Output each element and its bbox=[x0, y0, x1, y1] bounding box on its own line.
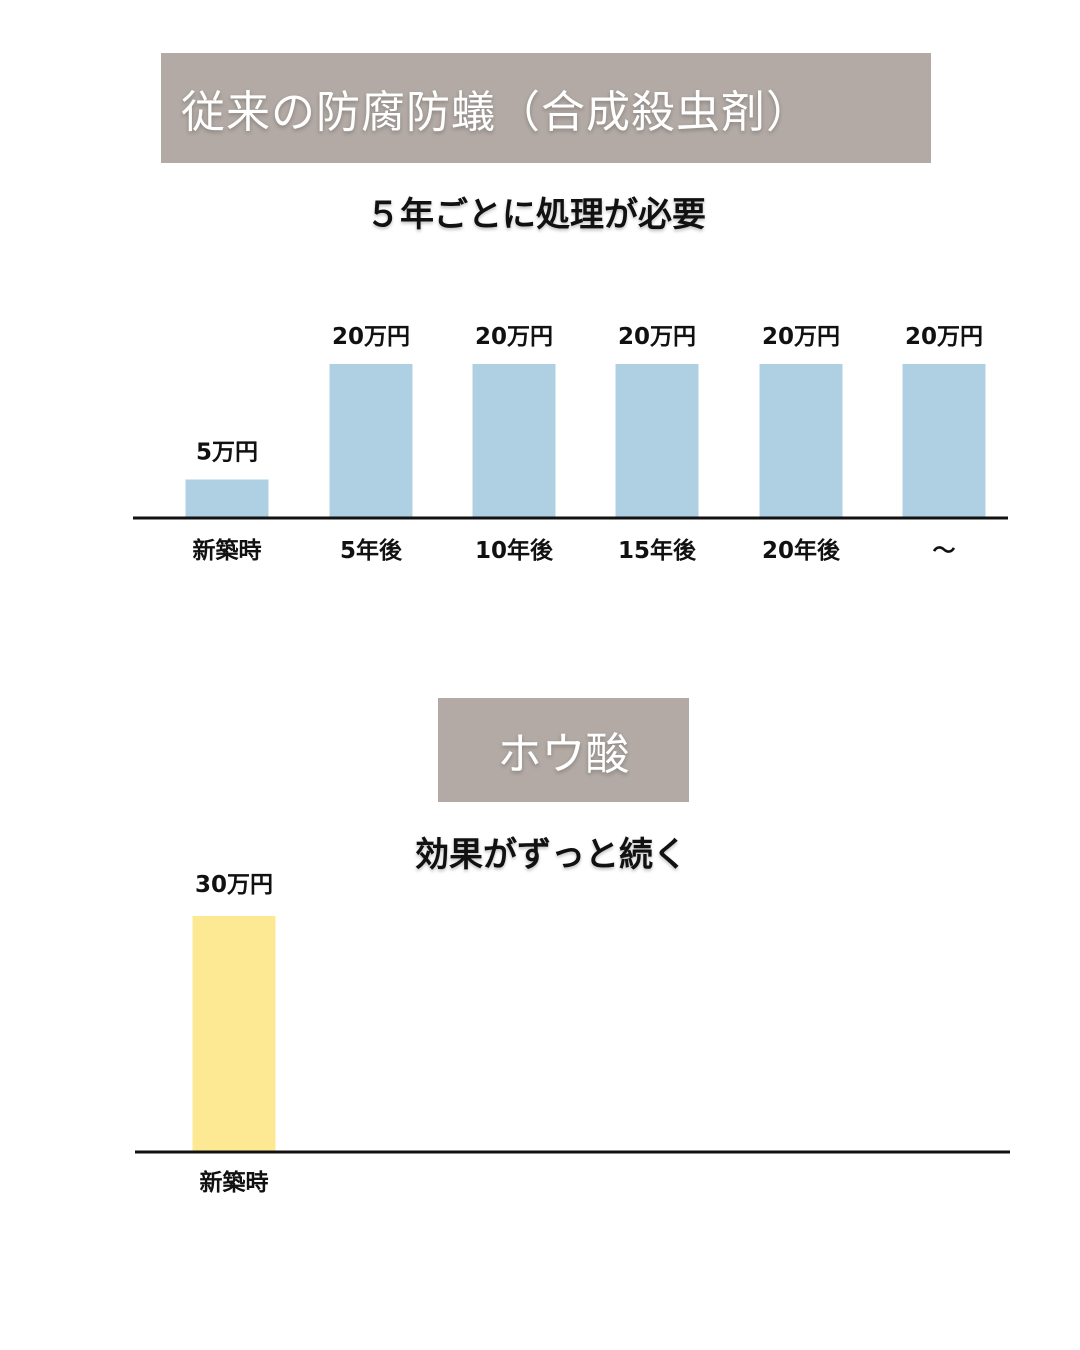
category-label-5: 20年後 bbox=[762, 537, 841, 564]
data-label-1: 30万円 bbox=[195, 872, 273, 898]
bar-1 bbox=[185, 479, 269, 518]
data-label-6: 20万円 bbox=[905, 324, 983, 350]
category-label-2: 5年後 bbox=[340, 537, 403, 564]
category-label-4: 15年後 bbox=[618, 537, 697, 564]
category-label-1: 新築時 bbox=[200, 1169, 269, 1196]
heading-conventional-text: 従来の防腐防蟻（合成殺虫剤） bbox=[181, 87, 811, 138]
heading-conventional: 従来の防腐防蟻（合成殺虫剤） bbox=[161, 53, 931, 163]
subheading-every-5-years: ５年ごとに処理が必要 bbox=[366, 195, 706, 235]
category-label-1: 新築時 bbox=[193, 537, 262, 564]
category-label-3: 10年後 bbox=[475, 537, 554, 564]
data-label-3: 20万円 bbox=[475, 324, 553, 350]
category-label-6: ～ bbox=[933, 538, 956, 564]
bar-1 bbox=[192, 916, 276, 1152]
bar-2 bbox=[329, 364, 413, 518]
data-label-1: 5万円 bbox=[196, 440, 258, 466]
heading-boric-acid: ホウ酸 bbox=[438, 698, 689, 802]
bar-6 bbox=[902, 364, 986, 518]
bar-3 bbox=[472, 364, 556, 518]
subheading-lasting-effect: 効果がずっと続く bbox=[415, 835, 687, 875]
heading-boric-acid-text: ホウ酸 bbox=[497, 729, 630, 780]
data-label-4: 20万円 bbox=[618, 324, 696, 350]
data-label-5: 20万円 bbox=[762, 324, 840, 350]
bar-5 bbox=[759, 364, 843, 518]
bar-4 bbox=[615, 364, 699, 518]
data-label-2: 20万円 bbox=[332, 324, 410, 350]
